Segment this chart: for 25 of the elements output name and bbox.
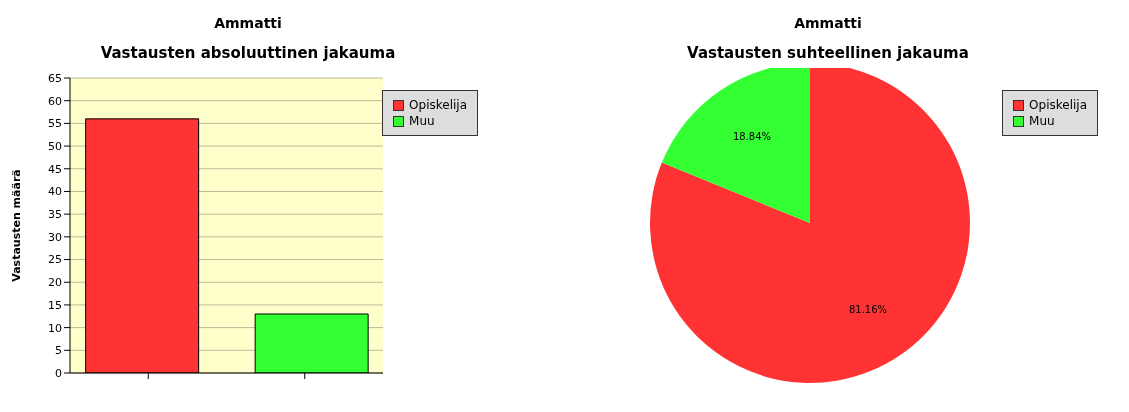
y-axis-title: Vastausten määrä: [9, 169, 23, 282]
legend-label: Opiskelija: [409, 98, 467, 112]
y-tick-label: 35: [48, 208, 62, 222]
chart-title: Ammatti: [793, 14, 863, 33]
y-tick-label: 55: [48, 117, 62, 131]
y-tick-label: 5: [55, 344, 62, 358]
legend-label: Opiskelija: [1029, 98, 1087, 112]
y-tick-label: 45: [48, 162, 62, 176]
y-tick-label: 20: [48, 276, 62, 290]
legend-label: Muu: [1029, 114, 1055, 128]
data-label: 81.16%: [848, 303, 888, 315]
chart-subtitle: Vastausten absoluuttinen jakauma: [99, 43, 397, 64]
chart-subtitle: Vastausten suhteellinen jakauma: [686, 43, 970, 64]
y-tick-label: 10: [48, 321, 62, 335]
legend-label: Muu: [409, 114, 435, 128]
y-tick-label: 60: [48, 94, 62, 108]
data-label: 18.84%: [732, 131, 772, 143]
y-tick-label: 50: [48, 139, 62, 153]
chart-title: Ammatti: [213, 14, 283, 33]
y-tick-label: 30: [48, 230, 62, 244]
y-tick-label: 65: [48, 71, 62, 85]
y-tick-label: 0: [55, 366, 62, 380]
y-tick-label: 15: [48, 298, 62, 312]
y-tick-label: 40: [48, 185, 62, 199]
y-tick-label: 25: [48, 253, 62, 267]
